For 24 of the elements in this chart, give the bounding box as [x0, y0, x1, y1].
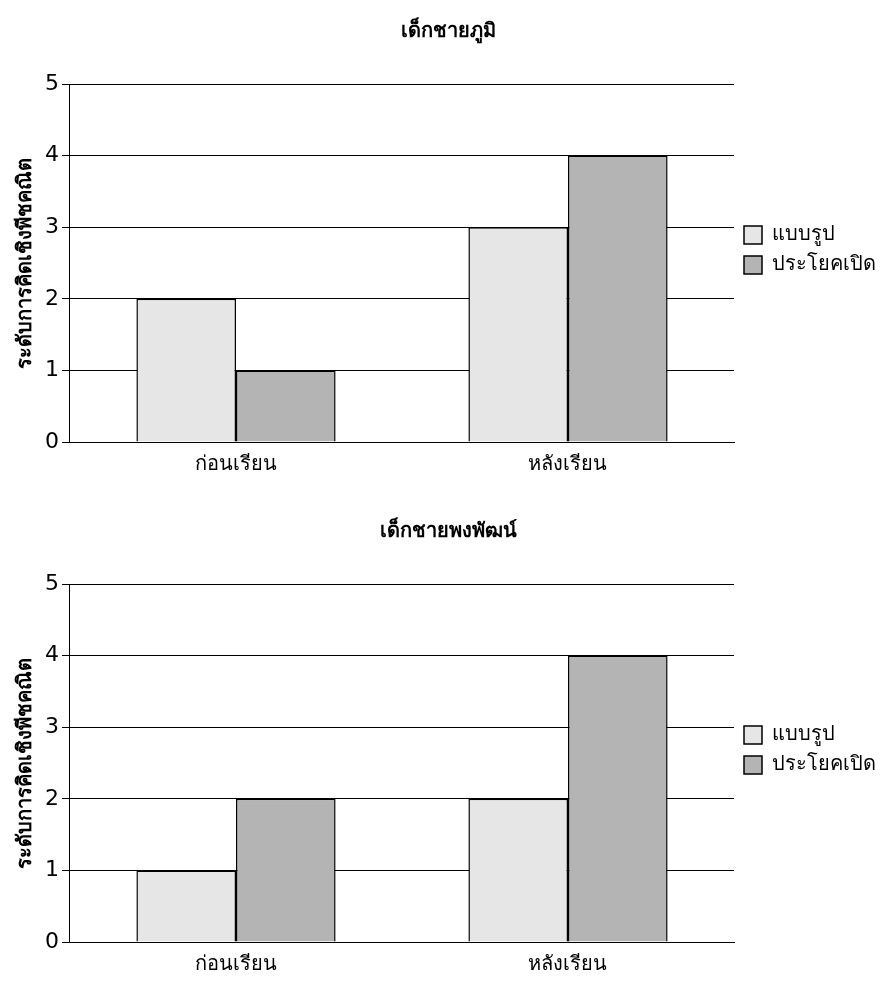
x-tick-label: หลังเรียน	[528, 451, 608, 476]
y-tick-label: 3	[45, 712, 59, 738]
y-tick-label: 3	[45, 212, 59, 238]
y-tick-label: 4	[45, 641, 59, 667]
legend-label: แบบรูป	[772, 721, 835, 747]
y-tick-label: 5	[45, 569, 59, 595]
y-tick-label: 0	[45, 427, 59, 453]
x-tick-label: ก่อนเรียน	[195, 951, 277, 976]
legend-label: แบบรูป	[772, 221, 835, 247]
y-tick-label: 4	[45, 141, 59, 167]
x-tick-label: ก่อนเรียน	[195, 451, 277, 476]
y-axis-title: ระดับการคิดเชิงพีชคณิต	[12, 657, 37, 869]
chart-title: เด็กชายภูมิ	[400, 17, 496, 45]
chart-title: เด็กชายพงพัฒน์	[379, 517, 517, 543]
legend-label: ประโยคเปิด	[772, 751, 876, 776]
x-tick-label: หลังเรียน	[528, 951, 608, 976]
legend-label: ประโยคเปิด	[772, 251, 876, 276]
y-tick-label: 1	[45, 856, 59, 882]
y-tick-label: 2	[45, 784, 59, 810]
y-tick-label: 0	[45, 927, 59, 953]
y-tick-label: 2	[45, 284, 59, 310]
y-tick-label: 1	[45, 356, 59, 382]
y-tick-label: 5	[45, 69, 59, 95]
y-axis-title: ระดับการคิดเชิงพีชคณิต	[12, 157, 37, 369]
